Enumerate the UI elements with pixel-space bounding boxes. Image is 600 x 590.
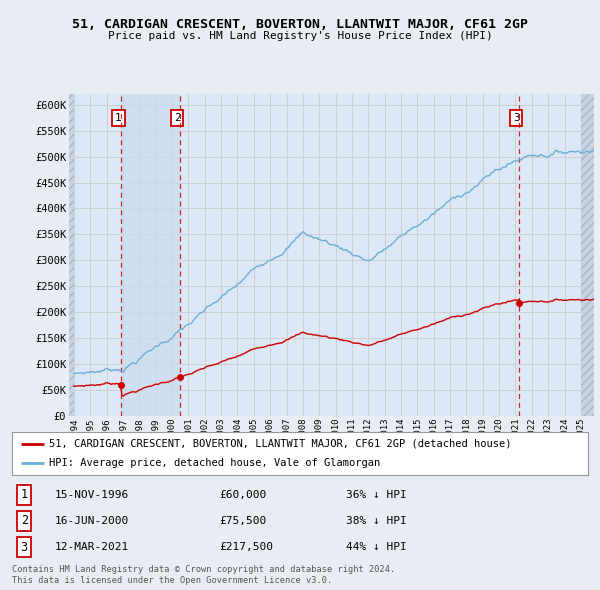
Bar <box>581 94 594 416</box>
Text: 51, CARDIGAN CRESCENT, BOVERTON, LLANTWIT MAJOR, CF61 2GP (detached house): 51, CARDIGAN CRESCENT, BOVERTON, LLANTWI… <box>49 439 512 449</box>
Text: 2: 2 <box>174 113 181 123</box>
Text: 1: 1 <box>115 113 122 123</box>
Text: 2: 2 <box>20 514 28 527</box>
Text: Price paid vs. HM Land Registry's House Price Index (HPI): Price paid vs. HM Land Registry's House … <box>107 31 493 41</box>
Text: £75,500: £75,500 <box>220 516 266 526</box>
Text: HPI: Average price, detached house, Vale of Glamorgan: HPI: Average price, detached house, Vale… <box>49 458 380 468</box>
Text: 51, CARDIGAN CRESCENT, BOVERTON, LLANTWIT MAJOR, CF61 2GP: 51, CARDIGAN CRESCENT, BOVERTON, LLANTWI… <box>72 18 528 31</box>
Text: £60,000: £60,000 <box>220 490 266 500</box>
Text: Contains HM Land Registry data © Crown copyright and database right 2024.: Contains HM Land Registry data © Crown c… <box>12 565 395 574</box>
Text: £217,500: £217,500 <box>220 542 274 552</box>
Text: 12-MAR-2021: 12-MAR-2021 <box>55 542 130 552</box>
Text: 44% ↓ HPI: 44% ↓ HPI <box>346 542 407 552</box>
Text: 15-NOV-1996: 15-NOV-1996 <box>55 490 130 500</box>
Text: 38% ↓ HPI: 38% ↓ HPI <box>346 516 407 526</box>
Bar <box>69 94 74 416</box>
Text: 1: 1 <box>20 489 28 502</box>
Text: 3: 3 <box>513 113 520 123</box>
Text: This data is licensed under the Open Government Licence v3.0.: This data is licensed under the Open Gov… <box>12 576 332 585</box>
Text: 3: 3 <box>20 540 28 553</box>
Text: 16-JUN-2000: 16-JUN-2000 <box>55 516 130 526</box>
Text: 36% ↓ HPI: 36% ↓ HPI <box>346 490 407 500</box>
Bar <box>121 94 179 416</box>
